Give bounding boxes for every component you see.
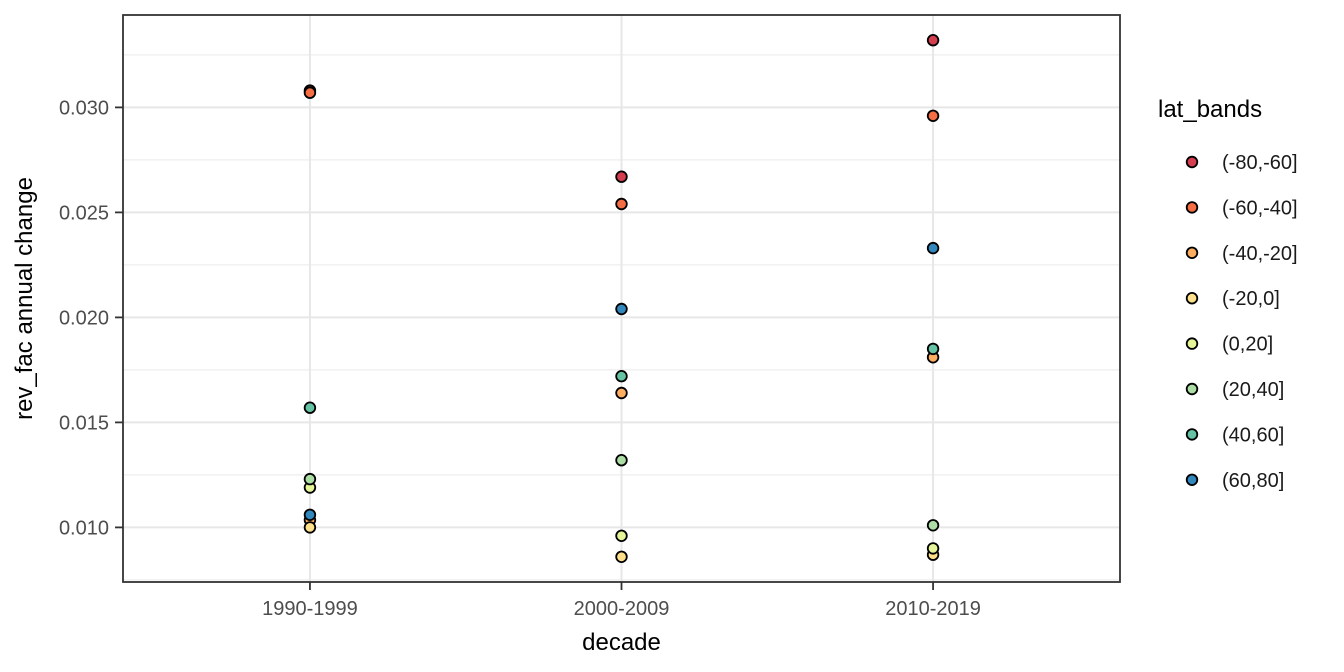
y-tick-label: 0.025 [59,202,109,224]
legend-label: (20,40] [1222,379,1284,401]
legend-key [1185,382,1199,396]
y-tick-label: 0.020 [59,307,109,329]
data-point [615,550,628,564]
data-point [926,542,940,555]
data-point [926,342,940,356]
x-tick-label: 2000-2009 [574,598,670,620]
legend-label: (-80,-60] [1222,152,1298,174]
data-point [926,241,940,255]
x-tick-label: 1990-1999 [262,598,358,620]
data-point [303,401,317,414]
data-point [615,454,628,467]
data-point [615,197,628,211]
legend-key [1185,337,1199,350]
data-point [615,370,628,383]
data-point [303,521,317,534]
y-axis-title: rev_fac annual change [11,177,38,420]
legend-label: (40,60] [1222,424,1284,446]
data-point [303,86,317,99]
legend-key [1185,428,1199,441]
data-point [926,109,940,123]
legend-key [1185,201,1199,214]
data-point [615,386,628,400]
legend-key [1185,246,1199,260]
data-point [926,519,940,532]
x-tick-label: 2010-2019 [885,598,981,620]
legend-label: (-60,-40] [1222,197,1298,219]
data-point [303,472,317,486]
x-axis-title: decade [582,629,661,656]
legend-label: (-40,-20] [1222,243,1298,265]
legend-label: (60,80] [1222,470,1284,492]
data-point [926,34,940,47]
legend-label: (0,20] [1222,334,1273,356]
legend-key [1185,473,1199,487]
data-point [615,302,628,316]
y-tick-label: 0.015 [59,412,109,434]
data-point [303,508,317,522]
y-tick-label: 0.030 [59,97,109,119]
y-tick-label: 0.010 [59,517,109,539]
legend-title: lat_bands [1158,96,1262,123]
legend-label: (-20,0] [1222,288,1280,310]
data-point [615,170,628,183]
legend-key [1185,155,1199,169]
legend-key [1185,292,1199,305]
data-point [615,529,628,543]
